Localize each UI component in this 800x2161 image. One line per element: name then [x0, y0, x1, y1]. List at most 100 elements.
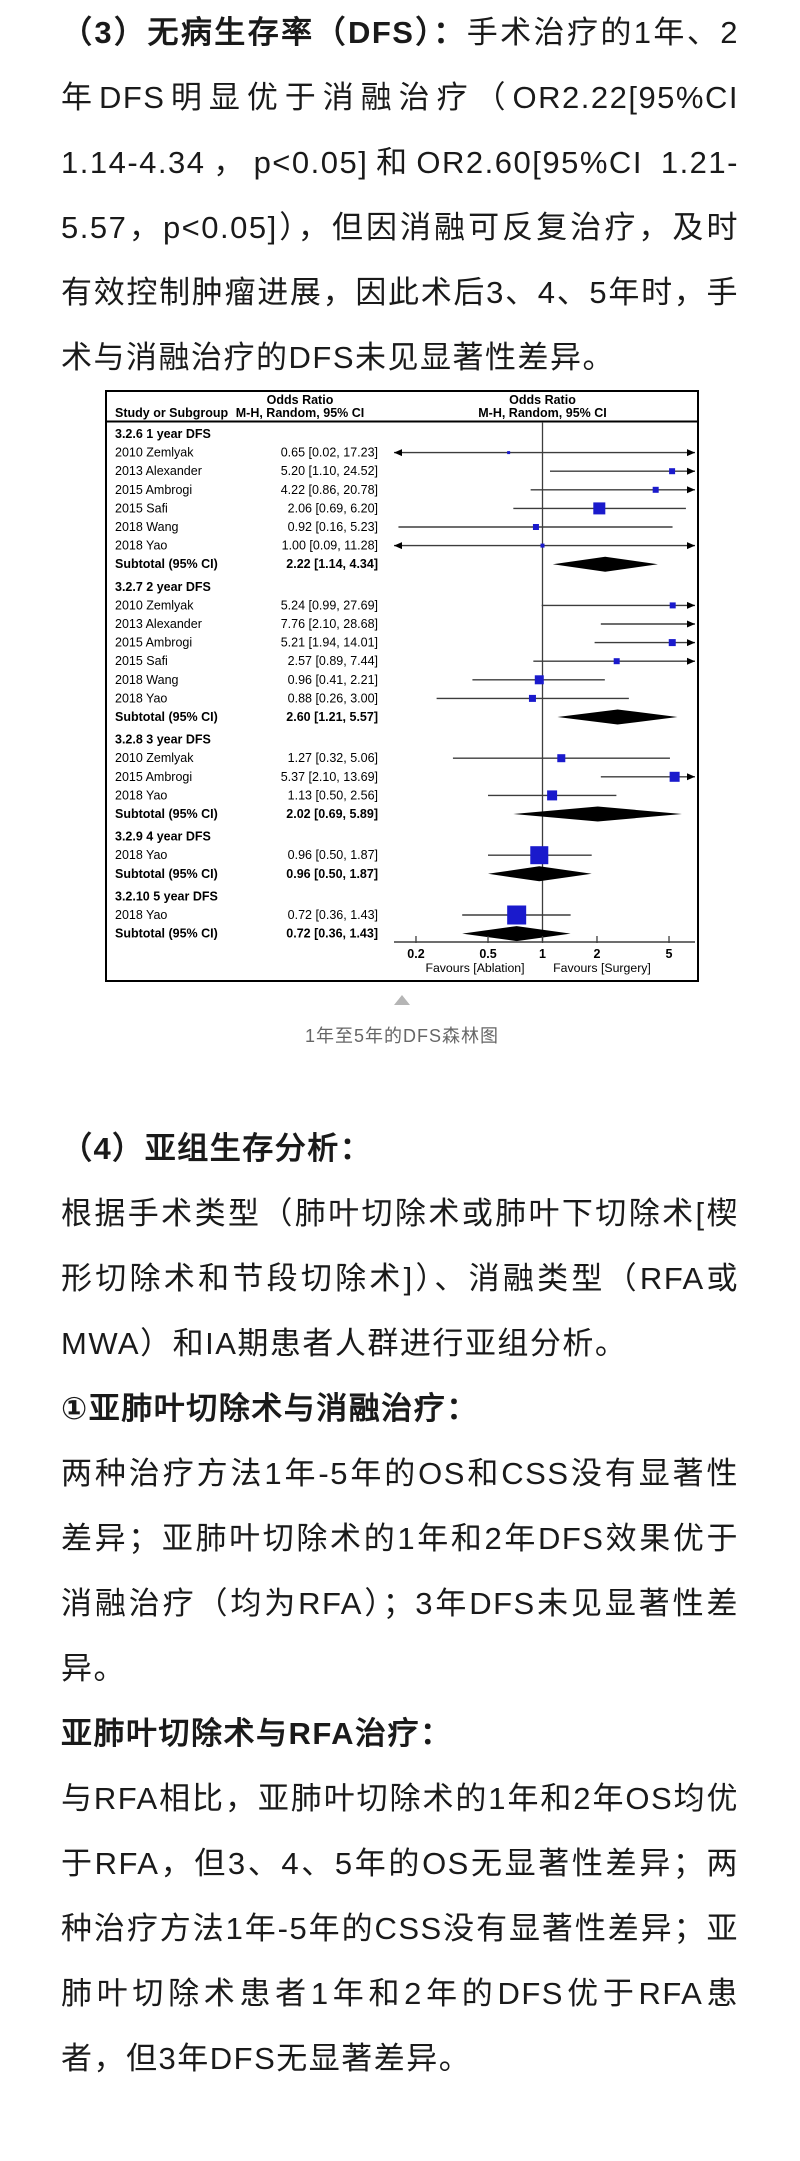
ci-arrow-right	[687, 639, 695, 647]
axis-tick-label: 5	[666, 947, 673, 961]
study-label: 2010 Zemlyak	[115, 751, 194, 765]
figure-caption: 1年至5年的DFS森林图	[304, 1026, 500, 1046]
favours-right-label: Favours [Surgery]	[553, 961, 651, 975]
article-body: （3）无病生存率（DFS）：手术治疗的1年、2年DFS明显优于消融治疗（OR2.…	[61, 0, 739, 2076]
axis-tick-label: 1	[539, 947, 546, 961]
or-point-square	[532, 524, 539, 530]
or-ci-value: 5.24 [0.99, 27.69]	[281, 598, 378, 612]
or-ci-value: 2.06 [0.69, 6.20]	[288, 501, 378, 515]
or-ci-value: 5.20 [1.10, 24.52]	[281, 464, 378, 478]
study-label: 2013 Alexander	[115, 617, 202, 631]
subtotal-value: 0.96 [0.50, 1.87]	[286, 867, 378, 881]
or-ci-value: 5.37 [2.10, 13.69]	[281, 770, 378, 784]
or-point-square	[669, 771, 680, 782]
subtotal-label: Subtotal (95% CI)	[115, 710, 218, 724]
subtotal-label: Subtotal (95% CI)	[115, 557, 218, 571]
image-collapse-triangle-up-icon[interactable]	[394, 995, 410, 1005]
study-label: 2018 Yao	[115, 848, 167, 862]
or-point-square	[557, 754, 566, 763]
subtotal-label: Subtotal (95% CI)	[115, 927, 218, 941]
or-ci-value: 5.21 [1.94, 14.01]	[281, 636, 378, 650]
study-label: 2015 Ambrogi	[115, 636, 192, 650]
subtotal-value: 2.60 [1.21, 5.57]	[286, 710, 378, 724]
study-label: 2018 Yao	[115, 908, 167, 922]
paragraph-sublobar-vs-rfa: 与RFA相比，亚肺叶切除术的1年和2年OS均优于RFA，但3、4、5年的OS无显…	[61, 1781, 739, 2076]
col-header-odds-ratio-graph: Odds Ratio	[509, 393, 576, 407]
ci-arrow-right	[687, 657, 695, 665]
section-title: 3.2.8 3 year DFS	[115, 733, 211, 747]
or-point-square	[668, 639, 676, 647]
ci-arrow-right	[687, 620, 695, 628]
or-ci-value: 1.00 [0.09, 11.28]	[282, 539, 378, 553]
paragraph-subgroup-intro: 根据手术类型（肺叶切除术或肺叶下切除术[楔形切除术和节段切除术]）、消融类型（R…	[61, 1196, 739, 1361]
subtotal-diamond	[557, 709, 678, 725]
study-label: 2015 Safi	[115, 501, 168, 515]
paragraph-dfs: （3）无病生存率（DFS）：手术治疗的1年、2年DFS明显优于消融治疗（OR2.…	[61, 0, 739, 390]
article-page: { "article": { "para1_lead": "（3）无病生存率（D…	[61, 0, 739, 2076]
paragraph-dfs-text: 手术治疗的1年、2年DFS明显优于消融治疗（OR2.22[95%CI 1.14-…	[61, 15, 739, 375]
or-ci-value: 0.72 [0.36, 1.43]	[288, 908, 378, 922]
ci-arrow-right	[687, 542, 695, 550]
study-label: 2015 Ambrogi	[115, 483, 192, 497]
axis-tick-label: 2	[594, 947, 601, 961]
subtotal-label: Subtotal (95% CI)	[115, 807, 218, 821]
axis-tick-label: 0.2	[407, 947, 424, 961]
study-label: 2013 Alexander	[115, 464, 202, 478]
or-point-square	[507, 451, 511, 455]
section-title: 3.2.7 2 year DFS	[115, 580, 211, 594]
paragraph-dfs-lead: （3）无病生存率（DFS）：	[61, 15, 467, 50]
or-point-square	[507, 905, 527, 925]
or-point-square	[669, 468, 676, 475]
subheading-sublobar-vs-ablation: ①亚肺叶切除术与消融治疗：	[61, 1391, 479, 1426]
or-ci-value: 0.96 [0.41, 2.21]	[288, 673, 378, 687]
subtotal-diamond	[462, 926, 571, 942]
ci-arrow-right	[687, 773, 695, 781]
col-header-mh-random: M-H, Random, 95% CI	[236, 406, 365, 420]
study-label: 2015 Safi	[115, 654, 168, 668]
ci-arrow-right	[687, 449, 695, 457]
ci-arrow-right	[687, 486, 695, 494]
study-label: 2018 Wang	[115, 673, 179, 687]
col-header-study: Study or Subgroup	[115, 406, 229, 420]
study-label: 2010 Zemlyak	[115, 598, 194, 612]
subtotal-value: 2.22 [1.14, 4.34]	[286, 557, 378, 571]
or-ci-value: 0.92 [0.16, 5.23]	[288, 520, 378, 534]
col-header-mh-random-graph: M-H, Random, 95% CI	[478, 406, 607, 420]
section-title: 3.2.6 1 year DFS	[115, 427, 211, 441]
col-header-odds-ratio: Odds Ratio	[267, 393, 334, 407]
study-label: 2018 Yao	[115, 788, 167, 802]
or-point-square	[593, 502, 606, 515]
study-label: 2010 Zemlyak	[115, 446, 194, 460]
or-ci-value: 0.96 [0.50, 1.87]	[288, 848, 378, 862]
or-ci-value: 0.88 [0.26, 3.00]	[288, 691, 378, 705]
ci-arrow-right	[687, 601, 695, 609]
section-heading-subgroup-analysis: （4）亚组生存分析：	[61, 1131, 373, 1166]
study-label: 2015 Ambrogi	[115, 770, 192, 784]
or-point-square	[534, 675, 544, 685]
subtotal-diamond	[513, 806, 682, 822]
study-label: 2018 Yao	[115, 691, 167, 705]
forest-plot-figure[interactable]: Odds Ratio Odds Ratio Study or Subgroup M-H…	[105, 390, 699, 1052]
ci-arrow-left	[394, 449, 402, 457]
axis-tick-label: 0.5	[479, 947, 496, 961]
or-point-square	[613, 658, 620, 665]
paragraph-sublobar-vs-ablation: 两种治疗方法1年-5年的OS和CSS没有显著性差异；亚肺叶切除术的1年和2年DF…	[61, 1456, 739, 1686]
or-ci-value: 1.13 [0.50, 2.56]	[288, 788, 378, 802]
forest-plot-chart: Odds Ratio Odds Ratio Study or Subgroup M-H…	[105, 390, 699, 982]
or-ci-value: 1.27 [0.32, 5.06]	[288, 751, 378, 765]
subtotal-value: 0.72 [0.36, 1.43]	[286, 927, 378, 941]
or-point-square	[528, 694, 536, 702]
subtotal-diamond	[552, 556, 658, 572]
or-ci-value: 4.22 [0.86, 20.78]	[281, 483, 378, 497]
ci-arrow-left	[394, 542, 402, 550]
study-label: 2018 Wang	[115, 520, 179, 534]
or-point-square	[669, 602, 676, 609]
section-title: 3.2.9 4 year DFS	[115, 830, 211, 844]
ci-arrow-right	[687, 467, 695, 475]
subtotal-diamond	[488, 866, 592, 882]
subtotal-value: 2.02 [0.69, 5.89]	[286, 807, 378, 821]
subtotal-label: Subtotal (95% CI)	[115, 867, 218, 881]
or-point-square	[530, 846, 549, 865]
section-title: 3.2.10 5 year DFS	[115, 889, 218, 903]
subheading-sublobar-vs-rfa: 亚肺叶切除术与RFA治疗：	[61, 1716, 453, 1751]
